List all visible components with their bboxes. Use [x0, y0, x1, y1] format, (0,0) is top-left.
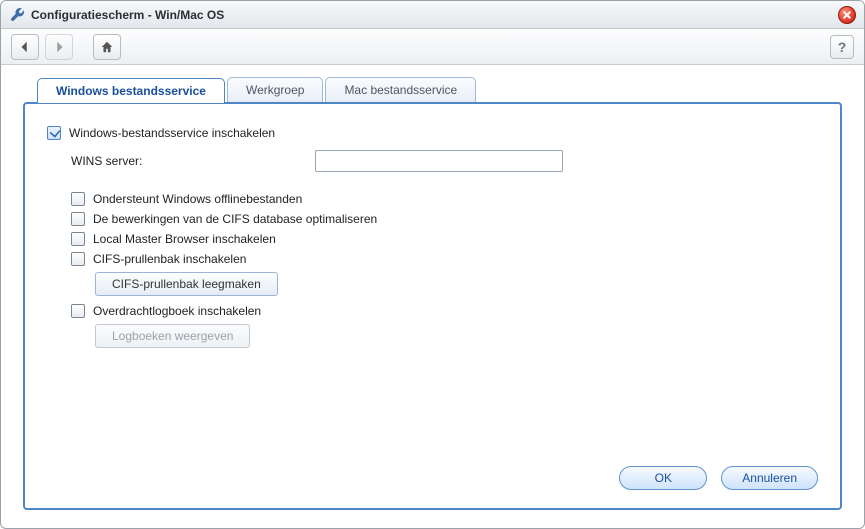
option-row: CIFS-prullenbak inschakelen [47, 252, 818, 266]
enable-label: Windows-bestandsservice inschakelen [69, 126, 275, 140]
close-button[interactable] [838, 6, 856, 24]
panel: Windows-bestandsservice inschakelen WINS… [23, 102, 842, 510]
option-label: CIFS-prullenbak inschakelen [93, 252, 246, 266]
tab-label: Werkgroep [246, 83, 304, 97]
tab-mac-file-service[interactable]: Mac bestandsservice [325, 77, 476, 102]
help-button[interactable]: ? [830, 35, 854, 59]
option-row: Ondersteunt Windows offlinebestanden [47, 192, 818, 206]
option-row: De bewerkingen van de CIFS database opti… [47, 212, 818, 226]
tabs: Windows bestandsservice Werkgroep Mac be… [23, 77, 842, 102]
option-checkbox-offline-files[interactable] [71, 192, 85, 206]
button-label: Logboeken weergeven [112, 329, 233, 343]
option-label: De bewerkingen van de CIFS database opti… [93, 212, 377, 226]
enable-row: Windows-bestandsservice inschakelen [47, 126, 818, 140]
back-button[interactable] [11, 34, 39, 60]
button-label: OK [655, 471, 672, 485]
tab-label: Mac bestandsservice [344, 83, 457, 97]
tab-label: Windows bestandsservice [56, 84, 206, 98]
button-label: CIFS-prullenbak leegmaken [112, 277, 261, 291]
option-checkbox-local-master[interactable] [71, 232, 85, 246]
option-label: Overdrachtlogboek inschakelen [93, 304, 261, 318]
option-row: Overdrachtlogboek inschakelen [47, 304, 818, 318]
wins-label: WINS server: [71, 154, 315, 168]
empty-cifs-recycle-button[interactable]: CIFS-prullenbak leegmaken [95, 272, 278, 296]
tab-windows-file-service[interactable]: Windows bestandsservice [37, 78, 225, 103]
options: Ondersteunt Windows offlinebestanden De … [47, 186, 818, 356]
sub-button-row: Logboeken weergeven [47, 324, 818, 348]
button-label: Annuleren [742, 471, 797, 485]
wins-input[interactable] [315, 150, 563, 172]
option-row: Local Master Browser inschakelen [47, 232, 818, 246]
tab-workgroup[interactable]: Werkgroep [227, 77, 323, 102]
forward-button[interactable] [45, 34, 73, 60]
wrench-icon [9, 7, 25, 23]
view-logs-button[interactable]: Logboeken weergeven [95, 324, 250, 348]
cancel-button[interactable]: Annuleren [721, 466, 818, 490]
option-checkbox-transfer-log[interactable] [71, 304, 85, 318]
toolbar: ? [1, 29, 864, 65]
content: Windows bestandsservice Werkgroep Mac be… [1, 65, 864, 528]
option-checkbox-cifs-recycle[interactable] [71, 252, 85, 266]
enable-checkbox[interactable] [47, 126, 61, 140]
option-checkbox-cifs-optimize[interactable] [71, 212, 85, 226]
window: Configuratiescherm - Win/Mac OS ? Window… [0, 0, 865, 529]
sub-button-row: CIFS-prullenbak leegmaken [47, 272, 818, 296]
home-button[interactable] [93, 34, 121, 60]
titlebar: Configuratiescherm - Win/Mac OS [1, 1, 864, 29]
ok-button[interactable]: OK [619, 466, 707, 490]
window-title: Configuratiescherm - Win/Mac OS [31, 8, 224, 22]
option-label: Local Master Browser inschakelen [93, 232, 276, 246]
option-label: Ondersteunt Windows offlinebestanden [93, 192, 302, 206]
wins-row: WINS server: [47, 150, 818, 172]
footer: OK Annuleren [47, 456, 818, 490]
